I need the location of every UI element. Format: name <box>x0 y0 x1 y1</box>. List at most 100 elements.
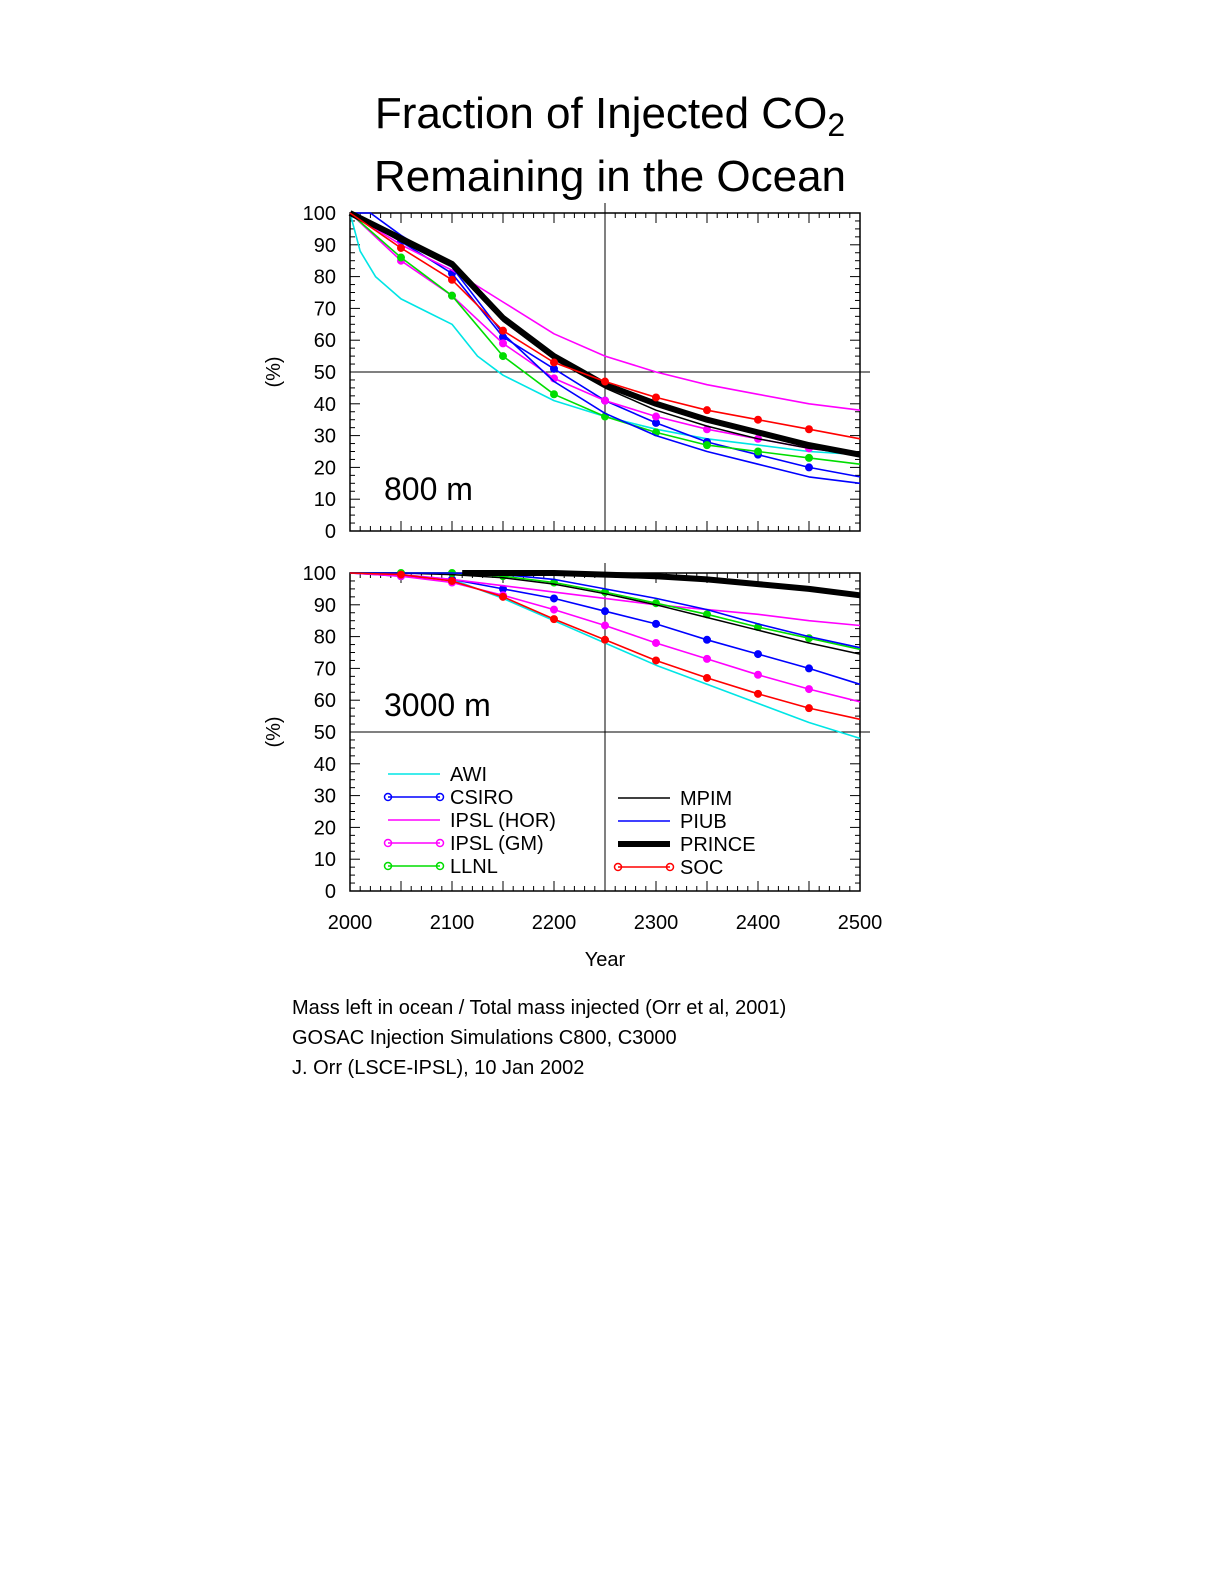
legend-marker-soc <box>613 862 623 872</box>
series-line-prince <box>462 570 861 599</box>
y-tick-label: 10 <box>314 489 336 511</box>
data-point-llnl <box>805 453 813 462</box>
x-axis-label: Year <box>585 949 626 971</box>
data-point-soc <box>550 358 558 367</box>
x-tick-label: 2000 <box>328 912 373 934</box>
legend-marker-soc <box>665 862 675 872</box>
data-point-soc <box>499 326 507 335</box>
panel-label: 800 m <box>384 471 473 507</box>
data-point-soc <box>652 656 660 665</box>
y-tick-label: 100 <box>303 563 336 585</box>
data-point-soc <box>703 406 711 415</box>
series-line-mpim <box>350 572 861 655</box>
data-point-soc <box>754 689 762 698</box>
series-line-awi <box>349 212 861 456</box>
y-tick-label: 60 <box>314 330 336 352</box>
legend-label-llnl: LLNL <box>450 856 498 878</box>
data-point-ipsl-gm <box>805 685 813 694</box>
data-point-ipsl-gm <box>652 412 660 421</box>
data-point-soc <box>550 615 558 624</box>
data-point-ipsl-gm <box>754 670 762 679</box>
panel-3000-m: 0 10 20 30 40 50 60 70 80 90 100 (%) 3000 m 2000 2100 2… <box>263 563 882 971</box>
data-point-soc <box>703 673 711 682</box>
legend-marker-ipsl-gm <box>383 838 393 848</box>
data-point-csiro <box>703 635 711 644</box>
y-tick-label: 70 <box>314 658 336 680</box>
y-tick-label: 40 <box>314 394 336 416</box>
legend-marker-csiro <box>383 792 393 802</box>
series-line-piub <box>350 212 861 485</box>
data-point-soc <box>499 592 507 601</box>
data-point-csiro <box>601 607 609 616</box>
y-tick-label: 50 <box>314 362 336 384</box>
data-point-llnl <box>550 390 558 399</box>
y-tick-label: 80 <box>314 627 336 649</box>
data-point-ipsl-gm <box>601 396 609 405</box>
y-tick-label: 10 <box>314 849 336 871</box>
note-line-2: GOSAC Injection Simulations C800, C3000 <box>292 1027 677 1049</box>
legend-label-csiro: CSIRO <box>450 787 513 809</box>
data-point-soc <box>601 635 609 644</box>
data-point-llnl <box>448 291 456 300</box>
data-point-soc <box>805 704 813 713</box>
data-point-llnl <box>754 447 762 456</box>
y-tick-label: 0 <box>325 521 336 543</box>
data-point-csiro <box>550 594 558 603</box>
y-tick-label: 20 <box>314 817 336 839</box>
chart-title-line1: Fraction of Injected CO <box>374 89 828 138</box>
x-tick-label: 2300 <box>634 912 679 934</box>
x-tick-label: 2400 <box>736 912 781 934</box>
y-tick-label: 30 <box>314 426 336 448</box>
legend-label-soc: SOC <box>680 857 723 879</box>
data-point-csiro <box>805 664 813 673</box>
legend-label-ipsl-hor: IPSL (HOR) <box>450 810 556 832</box>
y-axis-label: (%) <box>263 716 285 747</box>
data-point-soc <box>397 243 405 252</box>
y-tick-label: 80 <box>314 267 336 289</box>
note-line-1: Mass left in ocean / Total mass injected… <box>292 997 787 1019</box>
legend-label-mpim: MPIM <box>680 788 732 810</box>
chart-title: Fraction of Injected CO2 Remaining in th… <box>340 88 880 203</box>
y-tick-label: 70 <box>314 298 336 320</box>
data-point-soc <box>805 425 813 434</box>
x-tick-label: 2500 <box>838 912 883 934</box>
y-tick-label: 100 <box>303 203 336 225</box>
chart-title-line2: Remaining in the Ocean <box>373 152 847 201</box>
data-point-soc <box>754 415 762 424</box>
y-tick-label: 90 <box>314 235 336 257</box>
legend-label-prince: PRINCE <box>680 834 756 856</box>
data-point-ipsl-gm <box>652 638 660 647</box>
panel-800-m: 0 10 20 30 40 50 60 70 80 90 100 (%) 800 m <box>263 203 870 543</box>
data-point-ipsl-gm <box>550 605 558 614</box>
data-point-ipsl-gm <box>703 654 711 663</box>
series-line-ipsl-hor <box>349 572 861 627</box>
legend-label-piub: PIUB <box>680 811 727 833</box>
series-line-ipsl-hor <box>349 212 861 411</box>
data-point-csiro <box>652 619 660 628</box>
data-point-csiro <box>805 463 813 472</box>
data-point-soc <box>448 576 456 585</box>
x-tick-label: 2100 <box>430 912 475 934</box>
data-point-llnl <box>397 253 405 262</box>
legend-label-awi: AWI <box>450 764 487 786</box>
y-tick-label: 60 <box>314 690 336 712</box>
data-point-csiro <box>754 650 762 659</box>
note-line-3: J. Orr (LSCE-IPSL), 10 Jan 2002 <box>292 1057 585 1079</box>
legend-marker-llnl <box>435 861 445 871</box>
legend-marker-llnl <box>383 861 393 871</box>
y-tick-label: 0 <box>325 881 336 903</box>
data-point-ipsl-gm <box>601 621 609 630</box>
data-point-soc <box>601 377 609 386</box>
data-point-llnl <box>499 352 507 361</box>
panel-label: 3000 m <box>384 687 491 723</box>
x-tick-label: 2200 <box>532 912 577 934</box>
data-point-soc <box>448 275 456 284</box>
y-tick-label: 50 <box>314 722 336 744</box>
legend-marker-csiro <box>435 792 445 802</box>
y-tick-label: 30 <box>314 786 336 808</box>
series-line-piub <box>350 572 861 649</box>
chart-title-subscript: 2 <box>827 107 846 143</box>
y-axis-label: (%) <box>263 356 285 387</box>
